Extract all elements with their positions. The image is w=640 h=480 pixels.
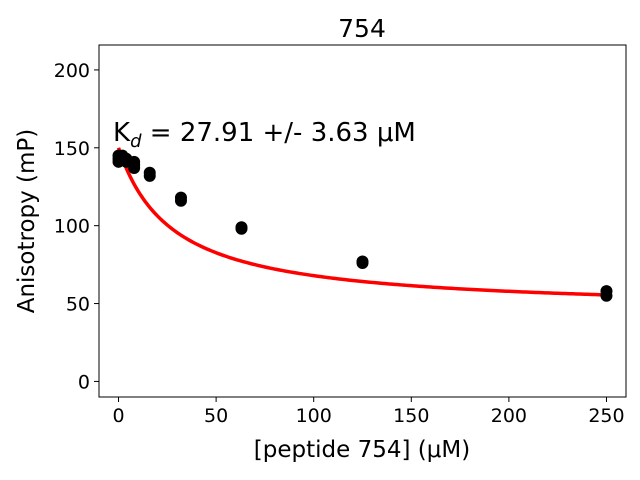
points-layer — [112, 149, 613, 302]
data-point — [600, 285, 613, 298]
x-tick-label: 50 — [204, 405, 228, 427]
data-point — [143, 166, 156, 179]
plot-frame — [98, 44, 627, 398]
x-tick-label: 0 — [112, 405, 124, 427]
data-point — [356, 255, 369, 268]
fit-curve — [116, 147, 607, 297]
y-tick-label: 100 — [54, 216, 90, 238]
y-tick-label: 150 — [54, 138, 90, 160]
y-tick-label: 200 — [54, 60, 90, 82]
x-tick-label: 200 — [491, 405, 527, 427]
chart-title: 754 — [338, 14, 386, 43]
y-axis-label: Anisotropy (mP) — [14, 129, 40, 314]
x-axis-ticks: 0 50 100 150 200 250 — [112, 397, 625, 427]
plot-background — [99, 45, 626, 397]
fit-curve-layer — [116, 147, 607, 297]
y-tick-label: 0 — [78, 371, 90, 393]
y-tick-label: 50 — [66, 294, 90, 316]
x-tick-label: 100 — [296, 405, 332, 427]
x-axis-label: [peptide 754] (μM) — [254, 437, 470, 463]
kd-annotation: Kd = 27.91 +/- 3.63 μM — [113, 118, 416, 152]
data-point — [174, 191, 187, 204]
y-axis-ticks: 0 50 100 150 200 — [54, 60, 99, 393]
x-tick-label: 250 — [588, 405, 624, 427]
data-point — [128, 155, 141, 168]
data-point — [235, 221, 248, 234]
x-tick-label: 150 — [393, 405, 429, 427]
